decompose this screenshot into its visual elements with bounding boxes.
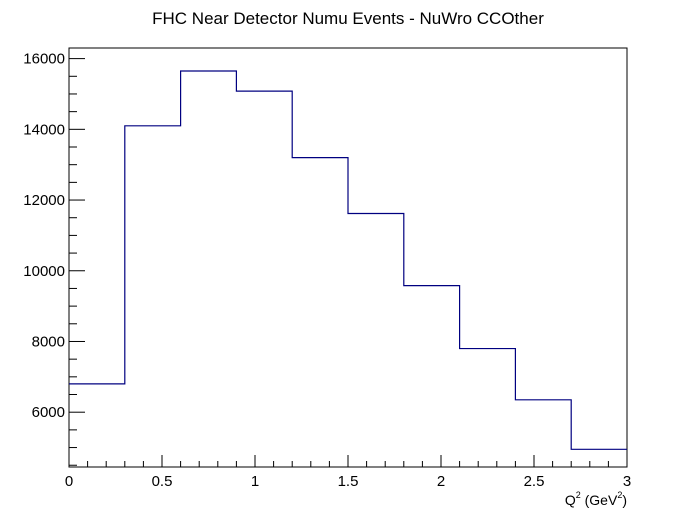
y-tick-label: 16000 (23, 51, 65, 68)
plot-frame (68, 47, 628, 468)
x-tick-label: 0 (65, 473, 73, 490)
x-axis-title-unit-sup: 2 (617, 490, 622, 500)
x-tick-label: 2 (437, 473, 445, 490)
x-axis-title-unit-close: ) (622, 492, 627, 508)
x-tick-label: 1 (251, 473, 259, 490)
y-axis: 6000 8000 10000 12000 14000 16000 (23, 51, 85, 466)
y-tick-label: 10000 (23, 263, 65, 280)
y-tick-label: 6000 (32, 404, 65, 421)
x-tick-label: 1.5 (338, 473, 359, 490)
x-axis-title-base: Q (565, 492, 576, 508)
x-axis-title: Q2 (GeV2) (565, 490, 627, 508)
x-axis-title-sup: 2 (576, 490, 581, 500)
y-tick-label: 14000 (23, 121, 65, 138)
chart-title: FHC Near Detector Numu Events - NuWro CC… (152, 9, 544, 28)
x-tick-label: 0.5 (152, 473, 173, 490)
y-tick-label: 8000 (32, 333, 65, 350)
y-tick-label: 12000 (23, 192, 65, 209)
x-axis-title-unit-open: (GeV (581, 492, 618, 508)
x-tick-label: 2.5 (524, 473, 545, 490)
histogram-series-line (69, 70, 627, 450)
x-tick-label: 3 (623, 473, 631, 490)
x-axis: 0 0.5 1 1.5 2 2.5 3 (65, 455, 631, 490)
